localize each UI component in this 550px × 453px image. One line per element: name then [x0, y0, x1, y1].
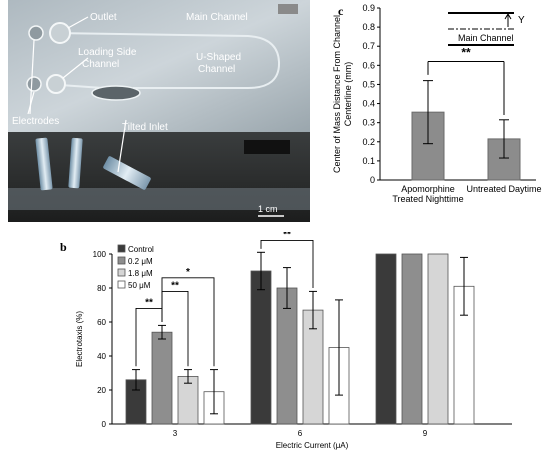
- b-y-tick-label: 40: [97, 352, 106, 361]
- main-channel-path: [52, 32, 281, 89]
- c-y-axis-label-line: Centerline (mm): [343, 62, 353, 127]
- b-legend-swatch: [117, 256, 126, 265]
- c-inset-y-label: Y: [518, 15, 525, 26]
- c-y-tick-label: 0.3: [362, 118, 375, 128]
- side-channel-port: [46, 74, 66, 94]
- b-significance-label: **: [145, 297, 153, 308]
- b-y-tick-label: 60: [97, 318, 106, 327]
- b-y-axis-label: Electrotaxis (%): [75, 311, 84, 367]
- b-significance-label: **: [283, 232, 291, 240]
- label-loading-side-1: Loading Side: [78, 47, 137, 58]
- b-legend-label: 0.2 μM: [128, 257, 153, 266]
- label-outlet: Outlet: [90, 12, 117, 23]
- device-photograph: Outlet Main Channel Loading Side Channel…: [8, 0, 310, 222]
- arrow-outlet: [67, 16, 89, 29]
- b-y-tick-label: 20: [97, 386, 106, 395]
- c-y-tick-label: 0.1: [362, 156, 375, 166]
- c-y-tick-label: 0.9: [362, 3, 375, 13]
- label-electrodes: Electrodes: [12, 116, 59, 127]
- b-legend-label: 1.8 μM: [128, 269, 153, 278]
- b-x-tick-label: 6: [298, 429, 303, 438]
- c-y-axis-label: Center of Mass Distance From ChannelCent…: [332, 15, 353, 173]
- label-scale-bar: 1 cm: [258, 204, 278, 214]
- b-legend-swatch: [117, 280, 126, 289]
- c-y-tick-label: 0.4: [362, 99, 375, 109]
- b-bar: [427, 253, 449, 425]
- c-inset-arrow-head: [504, 13, 512, 20]
- b-bar: [250, 270, 272, 425]
- b-bar: [375, 253, 397, 425]
- b-significance-bracket: [161, 277, 215, 367]
- b-x-axis-label: Electric Current (μA): [276, 441, 349, 450]
- side-view-marker: [244, 140, 290, 154]
- channel-reservoir: [91, 85, 141, 101]
- b-legend-label: Control: [128, 245, 154, 254]
- b-y-tick-label: 100: [93, 250, 107, 259]
- b-significance-label: **: [171, 280, 179, 291]
- b-x-tick-label: 3: [173, 429, 178, 438]
- chart-b: 0 20 40 60 80 100 Electrotaxis (%) Electric Cur…: [75, 232, 512, 450]
- b-legend-label: 50 μM: [128, 281, 151, 290]
- outlet-electrode-port: [28, 25, 44, 41]
- b-y-tick-label: 80: [97, 284, 106, 293]
- arrow-tilted-inlet: [117, 119, 127, 173]
- panel-letter-c: c: [338, 4, 344, 18]
- panel-letter-b: b: [60, 240, 67, 254]
- c-y-tick-label: 0: [370, 175, 375, 185]
- c-y-tick-label: 0.5: [362, 79, 375, 89]
- b-bar: [401, 253, 423, 425]
- tilted-inlet-tube: [103, 156, 151, 190]
- c-x-tick-label: Treated Nighttime: [392, 194, 463, 204]
- c-y-axis-label-line: Center of Mass Distance From Channel: [332, 15, 342, 173]
- label-u-shaped-2: Channel: [198, 64, 235, 75]
- chip-top-view: [8, 0, 310, 132]
- b-x-tick-label: 9: [423, 429, 428, 438]
- b-legend-swatch: [117, 244, 126, 253]
- side-electrode-port: [26, 76, 42, 92]
- b-significance-bracket: [260, 239, 314, 288]
- top-right-marker: [278, 4, 298, 14]
- label-loading-side-2: Channel: [82, 59, 119, 70]
- c-x-tick-label: Apomorphine: [401, 184, 455, 194]
- b-significance-label: *: [186, 267, 190, 278]
- c-bar: [487, 138, 521, 181]
- outlet-port: [49, 22, 71, 44]
- label-u-shaped-1: U-Shaped: [196, 52, 241, 63]
- c-y-tick-label: 0.7: [362, 41, 375, 51]
- electrode-tube-1: [35, 137, 53, 191]
- c-x-tick-label: Untreated Daytime: [466, 184, 541, 194]
- chart-c: 0 0.1 0.2 0.3 0.4 0.5 0.6 0.7 0.8 0.9 Center of Ma…: [332, 3, 542, 204]
- c-inset-caption: Main Channel: [458, 33, 514, 43]
- label-tilted-inlet: Tilted Inlet: [122, 122, 168, 133]
- c-y-tick-label: 0.2: [362, 137, 375, 147]
- arrow-loading-side: [62, 57, 89, 79]
- c-y-tick-label: 0.6: [362, 60, 375, 70]
- label-main-channel: Main Channel: [186, 12, 248, 23]
- b-legend-swatch: [117, 268, 126, 277]
- b-bar: [151, 331, 173, 425]
- electrode-tube-2: [68, 137, 83, 189]
- arrow-electrode-2: [29, 39, 35, 115]
- chip-side-slab: [8, 188, 310, 210]
- b-y-tick-label: 0: [102, 420, 107, 429]
- c-y-tick-label: 0.8: [362, 22, 375, 32]
- c-significance-label: **: [461, 46, 471, 60]
